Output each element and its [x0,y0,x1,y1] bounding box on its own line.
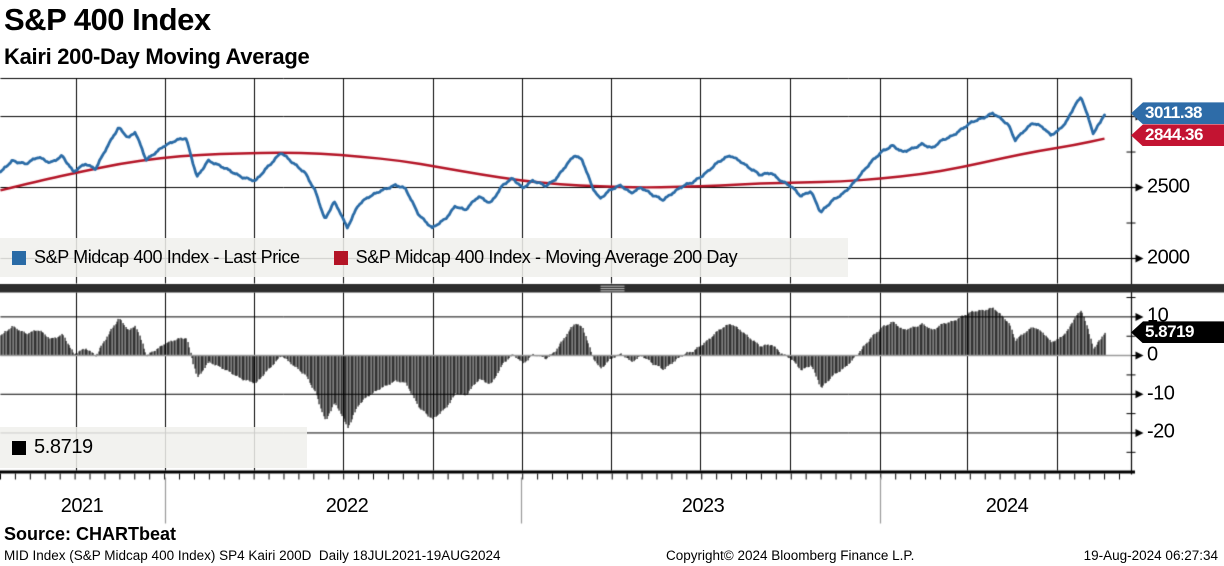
kairi-axis-tick-label: -10 [1147,382,1175,405]
x-axis-year-label: 2024 [985,495,1029,517]
kairi-axis-tick-label: 10 [1147,304,1169,327]
legend-label: S&P Midcap 400 Index - Last Price [34,247,300,267]
legend-item-moving-average: S&P Midcap 400 Index - Moving Average 20… [333,247,738,268]
footer-copyright: Copyright© 2024 Bloomberg Finance L.P. [666,548,915,563]
x-axis-year-label: 2021 [60,495,104,517]
moving-average-tag: 2844.36 [1131,124,1224,147]
source-attribution: Source: CHARTbeat [4,524,177,544]
kairi-panel-legend: 5.8719 [0,427,307,468]
last-price-tag: 3011.38 [1131,102,1224,125]
legend-item-kairi: 5.8719 [12,436,93,459]
price-panel-legend: S&P Midcap 400 Index - Last Price S&P Mi… [0,238,848,277]
footer-row: MID Index (S&P Midcap 400 Index) SP4 Kai… [0,548,1224,564]
page-subtitle: Kairi 200-Day Moving Average [4,44,310,69]
moving-average-swatch-icon [333,250,348,265]
footer-security-description: MID Index (S&P Midcap 400 Index) SP4 Kai… [4,548,501,563]
legend-label: S&P Midcap 400 Index - Moving Average 20… [355,247,738,267]
x-axis-year-label: 2022 [325,495,369,517]
kairi-swatch-icon [12,440,26,455]
price-axis-tick-label: 2500 [1147,175,1190,198]
kairi-axis-tick-label: 0 [1147,343,1158,366]
kairi-axis-tick-label: -20 [1147,420,1175,443]
kairi-value-tag: 5.8719 [1131,321,1224,344]
legend-label: 5.8719 [34,436,93,458]
last-price-swatch-icon [12,250,26,265]
page-title: S&P 400 Index [4,2,211,37]
x-axis-year-label: 2023 [681,495,725,517]
footer-timestamp: 19-Aug-2024 06:27:34 [1083,548,1218,563]
legend-item-last-price: S&P Midcap 400 Index - Last Price [12,247,300,268]
price-axis-tick-label: 2000 [1147,246,1190,269]
